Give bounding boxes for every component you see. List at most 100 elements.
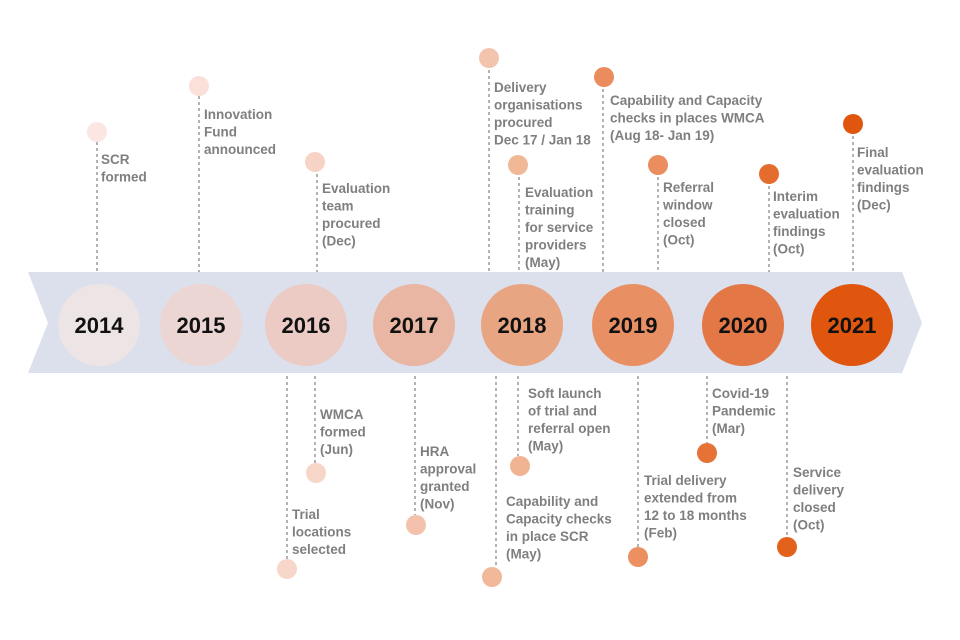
event-delivery-orgs: Delivery organisations procured Dec 17 / Ja… — [479, 48, 591, 148]
event-dot — [777, 537, 797, 557]
event-markers: SCR formed Innovation Fund announced Evaluati… — [87, 48, 924, 587]
event-label: Interim evaluation findings (Oct) — [773, 189, 840, 257]
event-label-line: Interim — [773, 189, 818, 204]
event-label-line: providers — [525, 238, 587, 253]
event-label-line: Dec 17 / Jan 18 — [494, 133, 591, 148]
event-label: Trial delivery extended from 12 to 18 mont… — [644, 473, 747, 541]
event-label-line: WMCA — [320, 407, 364, 422]
event-interim-findings: Interim evaluation findings (Oct) — [759, 164, 840, 257]
event-label-line: SCR — [101, 152, 130, 167]
year-circle — [592, 284, 674, 366]
event-dot — [648, 155, 668, 175]
event-label-line: referral open — [528, 421, 611, 436]
event-label: Covid-19 Pandemic (Mar) — [712, 386, 776, 436]
event-label-line: organisations — [494, 98, 583, 113]
event-innovation-fund: Innovation Fund announced — [189, 76, 276, 157]
event-label-line: Fund — [204, 125, 237, 140]
year-circle — [373, 284, 455, 366]
year-marker-2015: 2015 — [160, 284, 242, 366]
event-label-line: locations — [292, 525, 351, 540]
event-dot — [759, 164, 779, 184]
event-label-line: procured — [494, 115, 553, 130]
event-label-line: formed — [320, 425, 366, 440]
event-label-line: granted — [420, 479, 470, 494]
year-label: 2021 — [828, 313, 877, 338]
event-label-line: for service — [525, 220, 594, 235]
event-label-line: (Dec) — [857, 198, 891, 213]
year-label: 2015 — [177, 313, 226, 338]
event-dot — [406, 515, 426, 535]
event-label-line: closed — [793, 500, 836, 515]
event-stems — [96, 70, 854, 567]
event-label-line: Soft launch — [528, 386, 602, 401]
year-marker-2019: 2019 — [592, 284, 674, 366]
event-dot — [87, 122, 107, 142]
event-label-line: (Jun) — [320, 442, 353, 457]
event-label-line: Evaluation — [525, 185, 593, 200]
year-circle — [811, 284, 893, 366]
event-dot — [189, 76, 209, 96]
event-soft-launch: Soft launch of trial and referral open (May… — [510, 386, 611, 476]
event-label: Delivery organisations procured Dec 17 / Ja… — [494, 80, 591, 148]
event-label: Capability and Capacity checks in place SC… — [506, 494, 612, 562]
event-dot — [843, 114, 863, 134]
year-marker-2021: 2021 — [811, 284, 893, 366]
event-dot — [306, 463, 326, 483]
event-label-line: procured — [322, 216, 381, 231]
event-label-line: Final — [857, 145, 889, 160]
event-label-line: in place SCR — [506, 529, 589, 544]
event-hra-approval: HRA approval granted (Nov) — [406, 444, 476, 535]
event-dot — [482, 567, 502, 587]
event-label-line: selected — [292, 542, 346, 557]
event-label-line: Capability and — [506, 494, 598, 509]
event-label-line: (Oct) — [773, 242, 805, 257]
year-marker-2014: 2014 — [58, 284, 140, 366]
event-capacity-wmca: Capability and Capacity checks in places … — [594, 67, 765, 143]
event-label-line: announced — [204, 142, 276, 157]
event-label-line: (May) — [528, 439, 563, 454]
event-final-findings: Final evaluation findings (Dec) — [843, 114, 924, 213]
event-label: HRA approval granted (Nov) — [420, 444, 476, 512]
event-trial-locations: Trial locations selected — [277, 507, 351, 579]
year-circle — [160, 284, 242, 366]
event-label: Evaluation training for service providers (M… — [525, 185, 594, 270]
event-label: Final evaluation findings (Dec) — [857, 145, 924, 213]
event-label-line: closed — [663, 215, 706, 230]
event-wmca-formed: WMCA formed (Jun) — [306, 407, 366, 483]
event-label-line: Capacity checks — [506, 512, 612, 527]
event-label-line: (Dec) — [322, 234, 356, 249]
event-label-line: evaluation — [857, 163, 924, 178]
event-dot — [628, 547, 648, 567]
year-marker-2016: 2016 — [265, 284, 347, 366]
year-label: 2016 — [282, 313, 331, 338]
event-dot — [697, 443, 717, 463]
event-dot — [305, 152, 325, 172]
event-label-line: Delivery — [494, 80, 547, 95]
event-label-line: Trial delivery — [644, 473, 727, 488]
year-circle — [702, 284, 784, 366]
event-label-line: training — [525, 203, 575, 218]
event-evaluation-team: Evaluation team procured (Dec) — [305, 152, 390, 249]
event-label-line: delivery — [793, 483, 845, 498]
event-referral-window: Referral window closed (Oct) — [648, 155, 714, 248]
event-label-line: (Nov) — [420, 497, 455, 512]
year-marker-2018: 2018 — [481, 284, 563, 366]
event-label-line: (Mar) — [712, 421, 745, 436]
event-label: SCR formed — [101, 152, 147, 185]
event-label-line: (May) — [525, 255, 560, 270]
event-label-line: HRA — [420, 444, 449, 459]
year-label: 2014 — [75, 313, 125, 338]
year-marker-2020: 2020 — [702, 284, 784, 366]
year-label: 2017 — [390, 313, 439, 338]
event-label-line: approval — [420, 462, 476, 477]
event-label: Capability and Capacity checks in places … — [610, 93, 765, 143]
event-dot — [510, 456, 530, 476]
year-markers: 2014 2015 2016 2017 2018 2019 2020 2021 — [58, 284, 893, 366]
event-label-line: formed — [101, 170, 147, 185]
event-covid: Covid-19 Pandemic (Mar) — [697, 386, 776, 463]
event-label-line: team — [322, 199, 354, 214]
event-label-line: 12 to 18 months — [644, 508, 747, 523]
event-label-line: (Oct) — [663, 233, 695, 248]
event-dot — [277, 559, 297, 579]
